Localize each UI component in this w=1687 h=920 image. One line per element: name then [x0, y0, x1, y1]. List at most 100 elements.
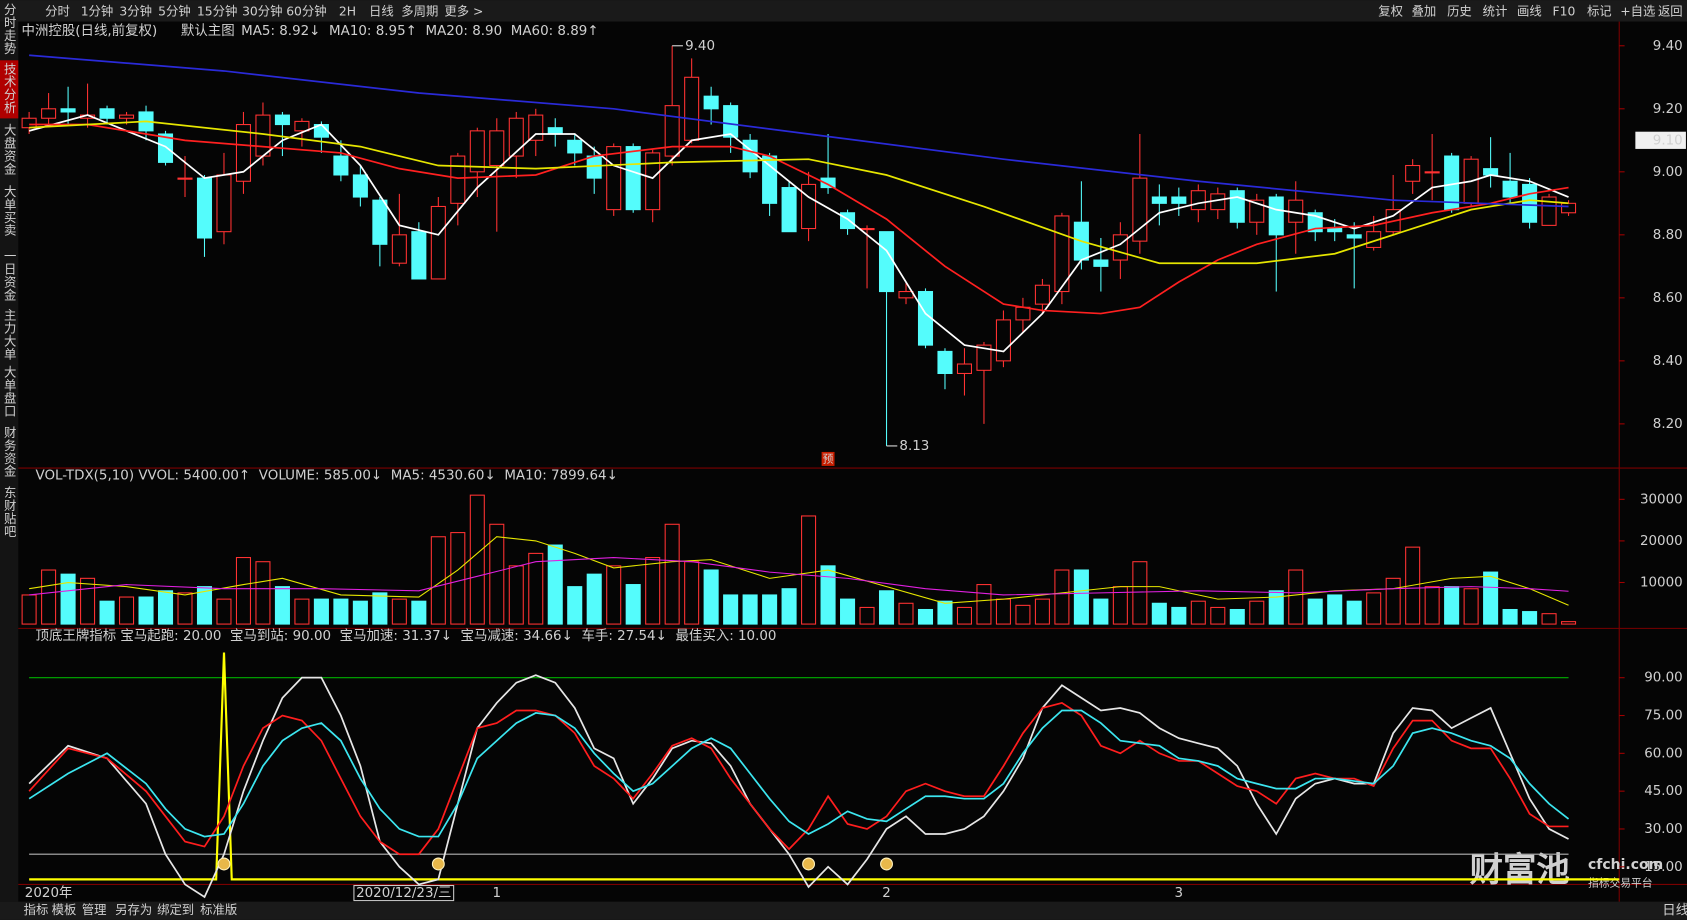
period-tab[interactable]: 15分钟 [197, 3, 237, 18]
volume-bar [742, 594, 758, 625]
period-tab[interactable]: 3分钟 [119, 3, 152, 18]
tool-button[interactable]: 复权 [1378, 4, 1403, 18]
tool-button[interactable]: 返回 [1658, 4, 1683, 18]
tool-button[interactable]: 画线 [1517, 4, 1542, 18]
sidebar-tab[interactable]: 东财贴吧 [2, 486, 16, 538]
candle-body [1268, 196, 1284, 236]
candle-body [1112, 234, 1128, 261]
tool-button[interactable]: 标记 [1587, 4, 1612, 18]
price-annotation: 8.13 [899, 439, 929, 454]
candle-body [294, 120, 310, 132]
period-tab[interactable]: 多周期 [401, 4, 438, 18]
candle-body [352, 174, 368, 198]
candle-body [450, 155, 466, 204]
sidebar-tab[interactable]: 一日资金 [2, 250, 16, 302]
legend-entry: 宝马减速: 34.66↓ [461, 628, 573, 644]
tool-button[interactable]: F10 [1553, 4, 1576, 18]
candle-body [1541, 196, 1557, 226]
bottom-tab[interactable]: 管理 [82, 902, 107, 917]
candle-body [801, 183, 817, 230]
current-price-label: 9.10 [1653, 133, 1683, 148]
sidebar-tab[interactable]: 大盘资金 [2, 124, 16, 176]
candle-body [274, 114, 290, 126]
tool-button[interactable]: 统计 [1483, 4, 1508, 18]
period-tab[interactable]: 分时 [45, 4, 70, 18]
period-tab[interactable]: 更多 > [444, 4, 483, 18]
period-tab[interactable]: 30分钟 [242, 3, 282, 18]
current-price-box [1635, 131, 1686, 149]
candle-body [762, 155, 778, 204]
y-tick-label: 9.00 [1653, 165, 1683, 180]
volume-bar [1034, 598, 1050, 625]
sidebar-tab[interactable]: 大单买卖 [2, 185, 16, 237]
indicator-line [28, 702, 1569, 856]
volume-bar [898, 602, 914, 625]
candle-body [976, 344, 992, 371]
volume-bar [1132, 561, 1148, 625]
period-tab[interactable]: 60分钟 [286, 3, 326, 18]
ma-line [29, 54, 1569, 208]
bottom-tab[interactable]: 模板 [52, 903, 77, 917]
volume-bar [1541, 613, 1557, 625]
bottom-tab[interactable]: 另存为 [115, 903, 152, 917]
sidebar-tab[interactable]: 主力大单 [2, 309, 16, 361]
sidebar-tab[interactable]: 大单盘口 [2, 366, 16, 418]
sidebar-tab[interactable]: 财务资金 [2, 426, 16, 478]
candle-body [878, 231, 895, 293]
volume-bar [294, 598, 310, 625]
period-tab[interactable]: 5分钟 [158, 3, 191, 18]
legend-entry: 宝马加速: 31.37↓ [340, 628, 452, 644]
candle-body [723, 105, 739, 138]
bottom-bar [0, 901, 1687, 920]
volume-bar [859, 606, 875, 625]
signal-icon [217, 857, 231, 871]
x-tick-label: 3 [1175, 886, 1184, 901]
sidebar-tab[interactable]: 技术分析 [2, 62, 16, 114]
volume-bar [1288, 569, 1304, 625]
y-tick-label: 9.40 [1653, 39, 1683, 54]
period-tab[interactable]: 1分钟 [81, 3, 114, 18]
candle-body [1522, 183, 1538, 223]
volume-bar [313, 598, 329, 625]
volume-bar [1171, 606, 1187, 625]
volume-bar [1522, 611, 1538, 625]
candle-body [1190, 190, 1206, 211]
volume-bar [606, 565, 622, 625]
legend-entry: 最佳买入: 10.00 [675, 628, 776, 644]
volume-bar [625, 584, 641, 625]
volume-bar [1463, 588, 1479, 625]
volume-bar [917, 608, 934, 625]
candle-body [333, 155, 349, 176]
x-tick-label: 2020/12/23/三 [356, 886, 451, 901]
legend-entry: VOLUME: 585.00↓ [259, 469, 382, 484]
candle-body [664, 105, 680, 157]
y-tick-label: 30000 [1640, 492, 1683, 507]
legend-entry: MA60: 8.89↑ [511, 24, 599, 39]
candle-body [1561, 202, 1577, 214]
volume-bar [586, 573, 602, 625]
legend-entry: 顶底王牌指标 宝马起跑: 20.00 [36, 627, 222, 644]
volume-bar [820, 565, 836, 625]
volume-bar [1015, 604, 1031, 625]
tool-button[interactable]: 叠加 [1412, 4, 1437, 18]
candle-body [898, 291, 914, 299]
volume-bar [1151, 602, 1167, 625]
candle-body [547, 127, 563, 135]
period-tab[interactable]: 日线 [369, 4, 394, 18]
volume-bar [99, 600, 115, 625]
tool-button[interactable]: +自选 [1620, 4, 1655, 18]
sidebar-tab[interactable]: 分时走势 [2, 3, 16, 55]
bottom-tab[interactable]: 绑定到 [157, 902, 194, 917]
period-tab[interactable]: 2H [339, 4, 356, 18]
volume-bar [937, 600, 953, 625]
tool-button[interactable]: 历史 [1447, 4, 1472, 18]
bottom-tab[interactable]: 指标 [24, 902, 49, 917]
y-tick-label: 8.60 [1653, 291, 1683, 306]
candle-body [1151, 196, 1167, 204]
volume-bar [508, 565, 524, 625]
volume-bar [1366, 592, 1382, 625]
bottom-tab[interactable]: 标准版 [200, 903, 237, 917]
volume-bar [119, 596, 135, 625]
legend-entry: 车手: 27.54↓ [581, 627, 666, 644]
